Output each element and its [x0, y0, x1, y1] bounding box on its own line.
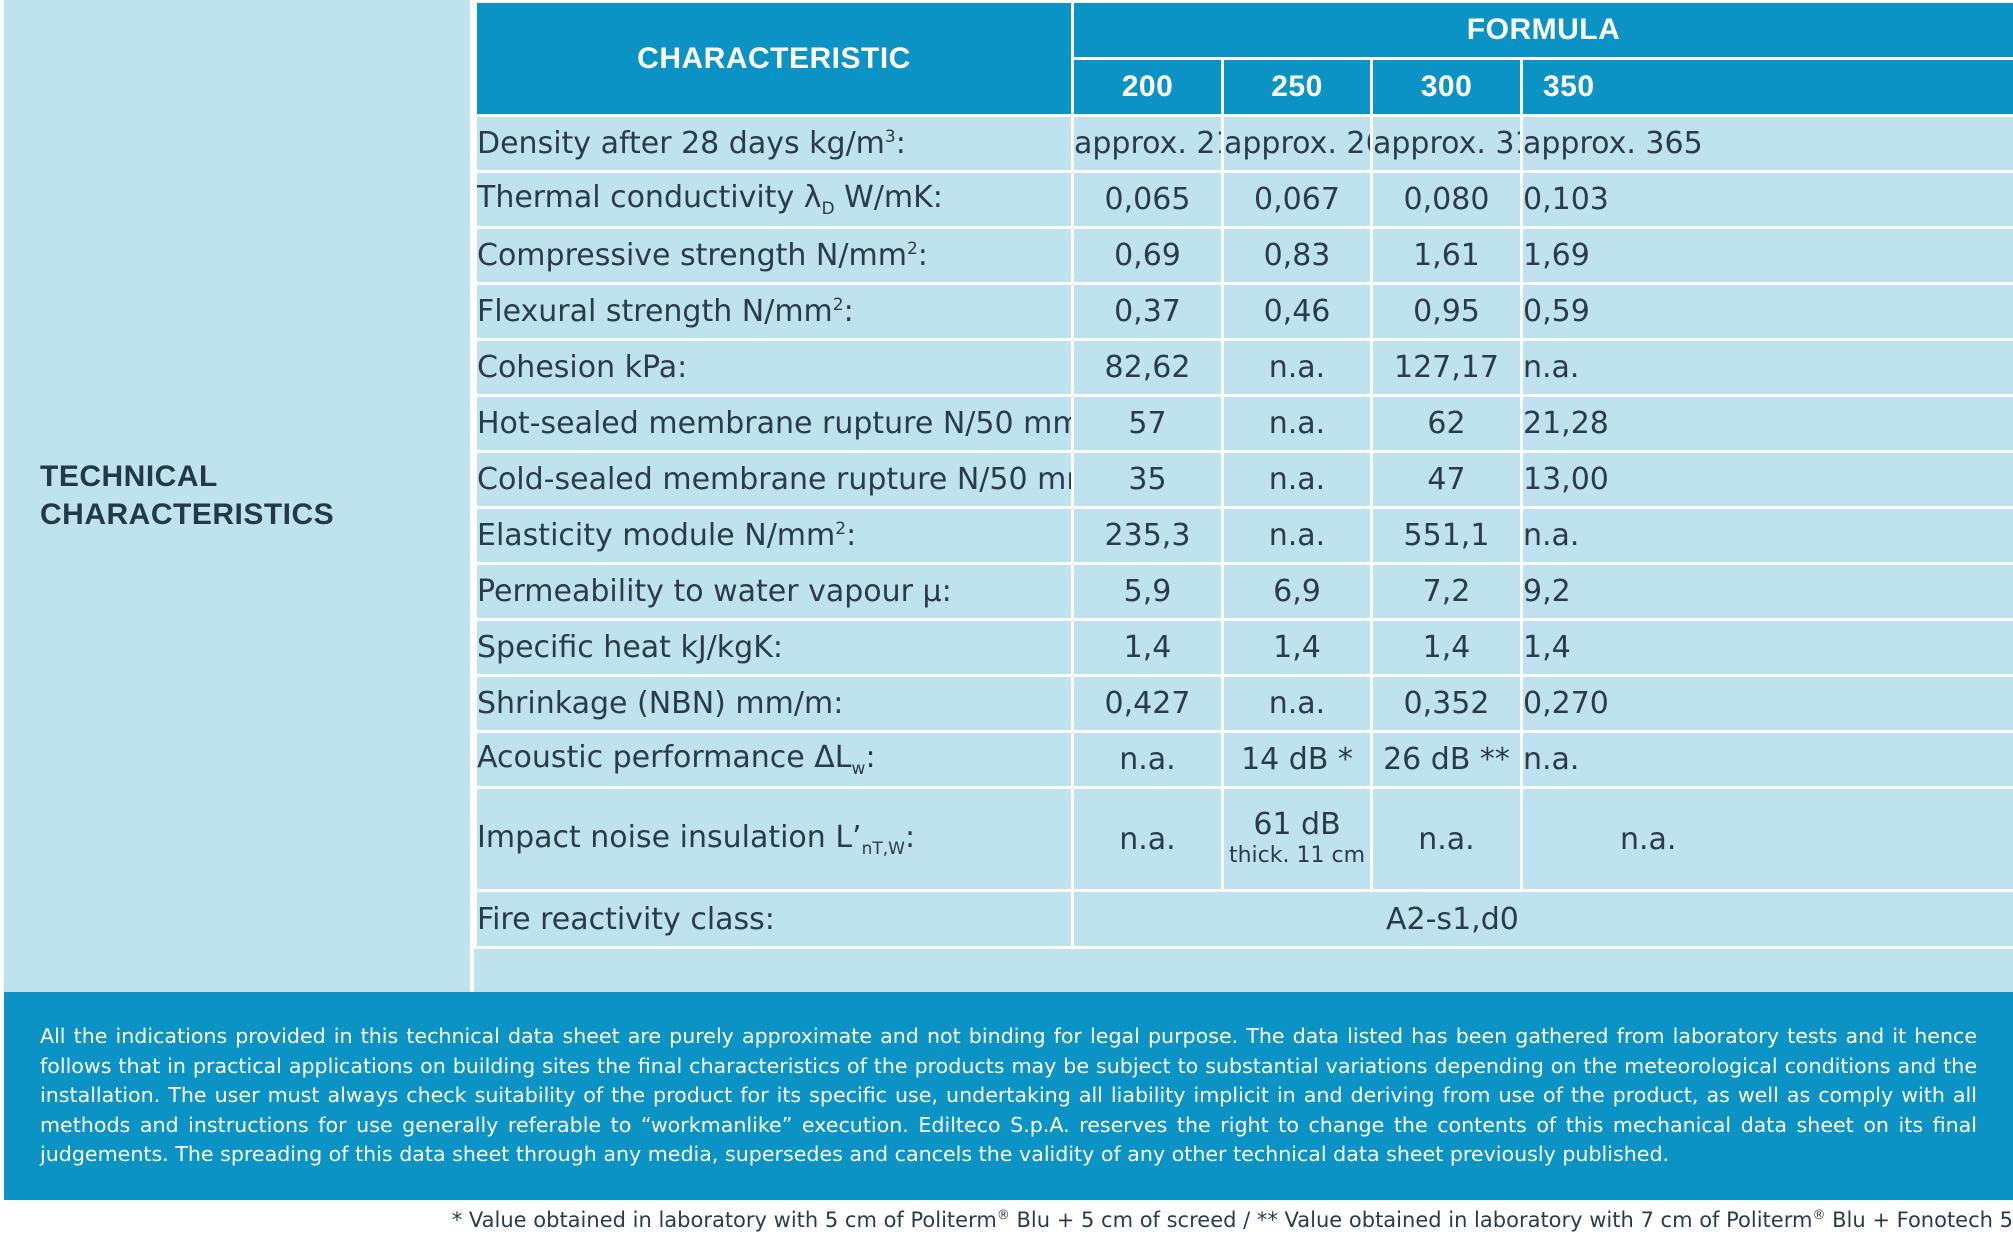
- cell-value: 57: [1071, 394, 1224, 453]
- cell-value: n.a.: [1071, 730, 1224, 789]
- table-row-fire: Fire reactivity class: A2-s1,d0: [474, 889, 2013, 949]
- row-label: Compressive strength N/mm2:: [474, 226, 1074, 285]
- cell-value: 9,2: [1519, 562, 2013, 621]
- cell-value: 0,37: [1071, 282, 1224, 341]
- table-row: Cold-sealed membrane rupture N/50 mm: 35 n…: [474, 450, 2013, 509]
- row-label: Elasticity module N/mm2:: [474, 506, 1074, 565]
- cell-value: 1,4: [1519, 618, 2013, 677]
- table-row-impact: Impact noise insulation L’nT,W: n.a. 61 …: [474, 786, 2013, 892]
- cell-value: 0,352: [1370, 674, 1523, 733]
- table-row: Specific heat kJ/kgK: 1,4 1,4 1,4 1,4: [474, 618, 2013, 677]
- cell-value: 0,427: [1071, 674, 1224, 733]
- row-label: Cold-sealed membrane rupture N/50 mm:: [474, 450, 1074, 509]
- row-label: Specific heat kJ/kgK:: [474, 618, 1074, 677]
- cell-value: n.a.: [1221, 450, 1373, 509]
- cell-value: 0,59: [1519, 282, 2013, 341]
- row-label: Impact noise insulation L’nT,W:: [474, 786, 1074, 892]
- impact-250-note: thick. 11 cm: [1228, 843, 1366, 868]
- table-row: Thermal conductivity λD W/mK: 0,065 0,067 0…: [474, 170, 2013, 229]
- section-label: TECHNICAL CHARACTERISTICS: [40, 458, 460, 534]
- cell-value: 13,00: [1519, 450, 2013, 509]
- formula-350-header: 350: [1519, 57, 2013, 117]
- impact-300-value: n.a.: [1370, 786, 1523, 892]
- cell-value: 62: [1370, 394, 1523, 453]
- cell-value: 0,065: [1071, 170, 1224, 229]
- row-label: Acoustic performance ΔLw:: [474, 730, 1074, 789]
- footnote: * Value obtained in laboratory with 5 cm…: [451, 1208, 2013, 1232]
- table-row: Compressive strength N/mm2: 0,69 0,83 1,61 1…: [474, 226, 2013, 285]
- row-label: Thermal conductivity λD W/mK:: [474, 170, 1074, 229]
- cell-value: 1,4: [1370, 618, 1523, 677]
- cell-value: 5,9: [1071, 562, 1224, 621]
- section-label-line2: CHARACTERISTICS: [40, 498, 335, 531]
- row-label: Cohesion kPa:: [474, 338, 1074, 397]
- impact-250-main: 61 dB: [1253, 807, 1341, 842]
- cell-value: n.a.: [1519, 338, 2013, 397]
- cell-value: 35: [1071, 450, 1224, 509]
- table-row: Density after 28 days kg/m3:approx. 215a…: [474, 114, 2013, 173]
- cell-value: 235,3: [1071, 506, 1224, 565]
- table-row: Shrinkage (NBN) mm/m: 0,427 n.a. 0,352 0,270: [474, 674, 2013, 733]
- cell-value: 1,4: [1221, 618, 1373, 677]
- formula-header: FORMULA: [1070, 0, 2013, 60]
- cell-value: 0,103: [1519, 170, 2013, 229]
- cell-value: 82,62: [1071, 338, 1224, 397]
- cell-value: n.a.: [1221, 506, 1373, 565]
- cell-value: 7,2: [1370, 562, 1523, 621]
- row-label: Permeability to water vapour μ:: [474, 562, 1074, 621]
- cell-value: 0,83: [1221, 226, 1373, 285]
- cell-value: n.a.: [1221, 394, 1373, 453]
- table-row: Elasticity module N/mm2: 235,3 n.a. 551,1 n.…: [474, 506, 2013, 565]
- cell-value: 1,4: [1071, 618, 1224, 677]
- cell-value: n.a.: [1519, 730, 2013, 789]
- formula-250-header: 250: [1221, 57, 1373, 117]
- table-row: Flexural strength N/mm2: 0,37 0,46 0,95 0,59: [474, 282, 2013, 341]
- table-row: Acoustic performance ΔLw: n.a. 14 dB * 26 d…: [474, 730, 2013, 789]
- characteristic-header: CHARACTERISTIC: [474, 0, 1074, 117]
- impact-200-value: n.a.: [1071, 786, 1224, 892]
- formula-200-header: 200: [1071, 57, 1224, 117]
- cell-value: 14 dB *: [1221, 730, 1373, 789]
- impact-250-value: 61 dB thick. 11 cm: [1221, 786, 1373, 892]
- cell-value: 6,9: [1221, 562, 1373, 621]
- section-label-line1: TECHNICAL: [40, 460, 218, 493]
- cell-value: approx. 265: [1221, 114, 1373, 173]
- cell-value: 0,270: [1519, 674, 2013, 733]
- cell-value: 0,69: [1071, 226, 1224, 285]
- disclaimer-text: All the indications provided in this tec…: [4, 992, 2013, 1200]
- row-label: Hot-sealed membrane rupture N/50 mm:: [474, 394, 1074, 453]
- row-label: Fire reactivity class:: [474, 889, 1074, 949]
- cell-value: 26 dB **: [1370, 730, 1523, 789]
- cell-value: 1,61: [1370, 226, 1523, 285]
- cell-value: n.a.: [1221, 338, 1373, 397]
- cell-value: 127,17: [1370, 338, 1523, 397]
- cell-value: approx. 215: [1071, 114, 1224, 173]
- cell-value: 0,080: [1370, 170, 1523, 229]
- fire-class-value: A2-s1,d0: [1070, 889, 2013, 949]
- cell-value: 0,95: [1370, 282, 1523, 341]
- impact-350-value: n.a.: [1519, 786, 2013, 892]
- formula-300-header: 300: [1370, 57, 1523, 117]
- cell-value: n.a.: [1221, 674, 1373, 733]
- row-label: Density after 28 days kg/m3:: [474, 114, 1074, 173]
- column-divider: [470, 0, 474, 992]
- cell-value: 1,69: [1519, 226, 2013, 285]
- cell-value: 551,1: [1370, 506, 1523, 565]
- cell-value: 0,46: [1221, 282, 1373, 341]
- cell-value: approx. 365: [1519, 114, 2013, 173]
- cell-value: 21,28: [1519, 394, 2013, 453]
- cell-value: approx. 315: [1370, 114, 1523, 173]
- technical-table: CHARACTERISTIC FORMULA 200 250 300 350 D…: [474, 0, 2013, 949]
- cell-value: n.a.: [1519, 506, 2013, 565]
- table-row: Hot-sealed membrane rupture N/50 mm: 57 n.…: [474, 394, 2013, 453]
- cell-value: 0,067: [1221, 170, 1373, 229]
- table-row: Cohesion kPa: 82,62 n.a. 127,17 n.a.: [474, 338, 2013, 397]
- cell-value: 47: [1370, 450, 1523, 509]
- row-label: Flexural strength N/mm2:: [474, 282, 1074, 341]
- table-row: Permeability to water vapour μ: 5,9 6,9 7,2…: [474, 562, 2013, 621]
- row-label: Shrinkage (NBN) mm/m:: [474, 674, 1074, 733]
